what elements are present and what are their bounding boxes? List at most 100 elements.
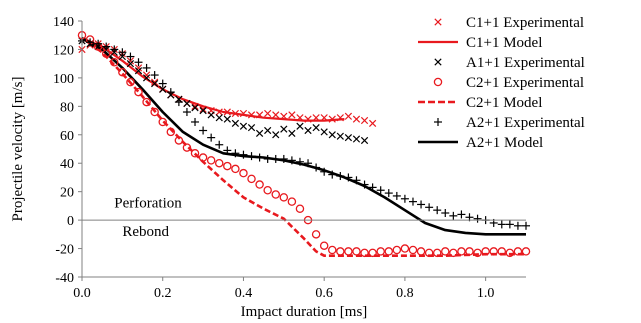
data-point <box>126 57 135 65</box>
legend-label: A2+1 Experimental <box>466 115 585 131</box>
data-point <box>336 172 345 181</box>
data-point <box>433 206 442 215</box>
data-point <box>473 214 482 223</box>
data-point <box>231 119 240 128</box>
data-point <box>320 128 328 136</box>
legend-label: C2+1 Experimental <box>466 75 584 91</box>
data-point <box>521 247 531 256</box>
data-point <box>271 154 280 163</box>
y-tick-label: 40 <box>60 157 74 172</box>
data-point <box>513 221 522 230</box>
data-point <box>312 114 320 122</box>
legend-entry-a2-1-experimental: A2+1 Experimental <box>434 115 585 131</box>
series-a1-1-experimental <box>78 37 369 145</box>
data-point <box>183 99 191 108</box>
data-point <box>505 248 515 258</box>
legend-entry-c1-1-experimental: C1+1 Experimental <box>434 15 584 31</box>
data-point <box>239 122 248 130</box>
data-point <box>449 248 458 258</box>
data-point <box>223 115 231 123</box>
legend-entry-c2-1-model: C2+1 Model <box>418 95 542 111</box>
data-point <box>166 88 175 97</box>
data-point <box>360 136 369 145</box>
data-point <box>441 209 450 217</box>
legend-label: C1+1 Experimental <box>466 15 584 31</box>
data-point <box>239 150 248 159</box>
data-point <box>134 64 143 72</box>
data-point <box>287 197 297 206</box>
x-tick-label: 0.6 <box>315 286 333 301</box>
data-point <box>360 116 369 125</box>
data-point <box>288 111 296 119</box>
x-axis-label: Impact duration [ms] <box>241 304 368 320</box>
data-point <box>336 114 344 122</box>
data-point <box>368 183 377 192</box>
y-tick-label: -20 <box>55 243 74 258</box>
data-point <box>126 77 135 87</box>
data-point <box>408 245 418 255</box>
data-point <box>352 247 361 256</box>
data-point <box>231 149 240 158</box>
data-point <box>247 124 256 132</box>
data-point <box>134 67 143 75</box>
data-point <box>199 105 207 113</box>
data-point <box>304 126 312 135</box>
data-point <box>441 247 450 256</box>
data-point <box>336 132 344 140</box>
legend-label: A2+1 Model <box>466 135 543 151</box>
data-point <box>231 109 240 118</box>
data-point <box>255 129 264 137</box>
legend-entry-c1-1-model: C1+1 Model <box>418 35 542 51</box>
x-tick-label: 0.2 <box>154 286 172 301</box>
legend-entry-c2-1-experimental: C2+1 Experimental <box>433 75 584 91</box>
data-point <box>376 247 385 256</box>
data-point <box>118 48 127 57</box>
data-point <box>505 220 514 229</box>
data-point <box>320 167 329 176</box>
data-point <box>142 71 151 79</box>
data-point <box>352 176 361 185</box>
data-point <box>279 193 289 202</box>
data-point <box>481 247 490 256</box>
data-point <box>159 85 167 93</box>
data-point <box>376 186 385 195</box>
data-point <box>174 98 183 107</box>
data-point <box>296 122 304 130</box>
data-point <box>288 129 296 137</box>
data-point <box>207 111 215 119</box>
data-point <box>110 57 119 67</box>
data-point <box>86 38 95 47</box>
data-point <box>328 115 336 123</box>
region-annotation: Perforation <box>114 195 182 211</box>
data-point <box>312 163 321 172</box>
data-point <box>207 133 216 142</box>
data-point <box>134 58 143 67</box>
data-point <box>94 39 103 48</box>
data-point <box>214 158 224 168</box>
region-annotation: Rebond <box>122 224 169 240</box>
x-tick-label: 0.4 <box>235 286 253 301</box>
data-point <box>255 153 264 162</box>
data-point <box>304 115 312 123</box>
y-tick-label: 60 <box>60 129 74 144</box>
x-tick-label: 1.0 <box>477 286 495 301</box>
data-point <box>255 180 264 189</box>
data-point <box>352 135 361 143</box>
data-point <box>110 45 119 54</box>
data-point <box>231 164 240 174</box>
data-point <box>384 189 393 198</box>
data-point <box>247 111 256 119</box>
data-point <box>424 248 434 258</box>
data-point <box>344 173 353 182</box>
legend-entry-a2-1-model: A2+1 Model <box>418 135 543 151</box>
data-point <box>344 112 353 120</box>
legend-label: A1+1 Experimental <box>466 55 585 71</box>
data-point <box>174 136 184 145</box>
data-point <box>384 247 394 256</box>
data-point <box>312 124 320 132</box>
data-point <box>151 78 159 86</box>
data-point <box>489 247 498 256</box>
data-point <box>142 63 151 72</box>
data-point <box>102 42 111 51</box>
